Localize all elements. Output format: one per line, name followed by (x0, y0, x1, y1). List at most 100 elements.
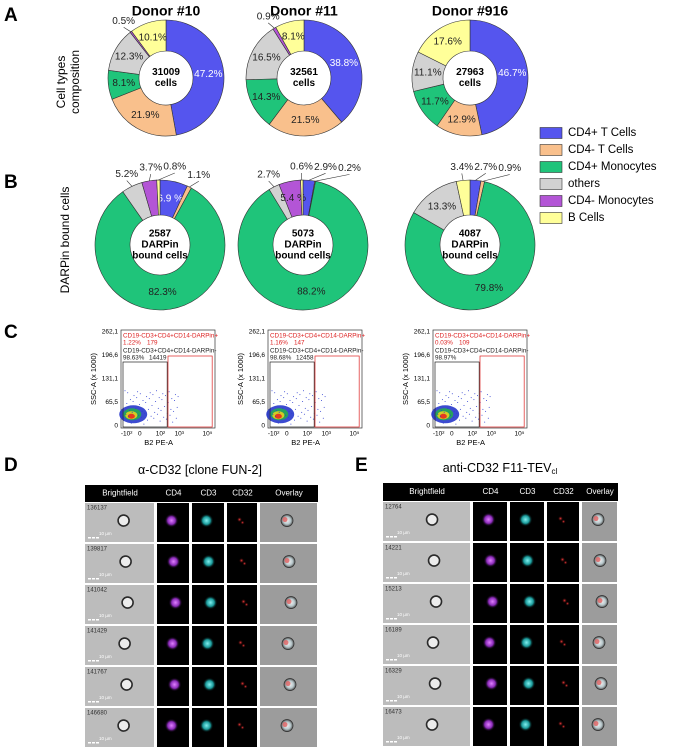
event-dot (459, 408, 461, 410)
cell-overlay-cd32 (593, 516, 599, 522)
event-dot (132, 401, 134, 403)
cell-cd32 (558, 721, 563, 727)
column-header: CD32 (232, 489, 253, 498)
event-dot (322, 417, 324, 419)
event-dot (486, 394, 488, 396)
event-dot (133, 395, 135, 397)
column-header: CD32 (553, 487, 574, 496)
scale-label: 10 µm (99, 572, 112, 577)
event-dot (318, 398, 320, 400)
event-dot (464, 394, 466, 396)
gate-negative (269, 361, 315, 428)
cell-cd4 (164, 718, 179, 733)
event-dot (287, 416, 289, 418)
scale-bar (394, 577, 397, 579)
image-cell (227, 667, 257, 706)
gate-label: CD19-CD3+CD4+CD14-DARPin+ (435, 333, 530, 340)
event-id: 16189 (385, 628, 402, 634)
y-tick-label: 0 (114, 423, 118, 430)
legend-label: CD4+ T Cells (568, 127, 637, 139)
event-dot (170, 408, 172, 410)
cell-brightfield (121, 596, 134, 609)
data-label: 0.6% (290, 162, 313, 173)
event-dot (149, 392, 151, 394)
data-label: 12.3% (115, 52, 143, 63)
gate-label: CD19-CD3+CD4+CD14-DARPin- (270, 348, 363, 355)
y-tick-label: 131,1 (249, 376, 266, 383)
event-id: 141767 (87, 670, 108, 676)
event-dot (134, 418, 136, 420)
event-dot (468, 390, 469, 392)
event-dot (474, 393, 476, 395)
cell-brightfield (425, 513, 439, 526)
center-label: cells (459, 78, 482, 89)
event-dot (274, 392, 276, 394)
data-label: 82.3% (148, 287, 176, 298)
event-dot (462, 415, 464, 417)
data-label: 79.8% (475, 283, 503, 294)
center-label: DARPin (451, 240, 488, 251)
image-cell (383, 666, 470, 705)
scale-bar (88, 619, 91, 621)
column-header: CD4 (165, 489, 182, 498)
event-dot (279, 401, 281, 403)
event-cloud (439, 413, 447, 419)
event-dot (457, 402, 459, 404)
event-dot (489, 396, 491, 398)
x-tick-label: 10⁵ (515, 431, 525, 438)
event-dot (281, 418, 283, 420)
chart-title: Donor #916 (432, 3, 508, 19)
scale-bar (92, 742, 95, 744)
gate-label: 98.63% (123, 355, 145, 362)
data-label: 1.1% (187, 170, 210, 181)
event-dot (130, 422, 132, 424)
cell-cd4 (484, 676, 499, 691)
gate-label: 98.68% (270, 355, 292, 362)
scale-label: 10 µm (397, 735, 410, 740)
row-label: Cell types (54, 56, 68, 109)
data-label: 2.9% (314, 162, 337, 173)
y-axis-label: SSC-A (x 1000) (89, 352, 98, 405)
cell-cd3 (518, 512, 533, 527)
event-dot (469, 407, 471, 409)
center-label: bound cells (275, 251, 331, 262)
cell-cd3 (202, 677, 217, 692)
event-dot (467, 401, 469, 403)
event-id: 16473 (385, 710, 402, 716)
data-label: 47.2% (194, 69, 222, 80)
image-cell (383, 625, 470, 664)
cell-cd4 (168, 595, 183, 610)
y-tick-label: 65,5 (105, 399, 118, 406)
data-label: 5.2% (115, 169, 138, 180)
scale-bar (390, 700, 393, 702)
cell-cd32 (558, 516, 563, 522)
event-dot (485, 410, 487, 412)
event-id: 136137 (87, 506, 108, 512)
y-tick-label: 262,1 (414, 329, 431, 336)
scale-bar (92, 578, 95, 580)
event-dot (450, 403, 452, 405)
scale-label: 10 µm (397, 612, 410, 617)
scale-bar (88, 701, 91, 703)
event-dot (472, 409, 474, 411)
event-dot (145, 402, 147, 404)
event-dot (319, 421, 321, 423)
cell-brightfield (429, 595, 443, 608)
data-label: 21.5% (291, 115, 319, 126)
data-label: 3.4% (450, 162, 473, 173)
x-tick-label: 10³ (487, 431, 497, 438)
scale-bar (386, 700, 389, 702)
data-label: 2.7% (474, 162, 497, 173)
event-dot (157, 407, 159, 409)
event-dot (487, 417, 489, 419)
event-dot (459, 419, 460, 421)
event-dot (280, 395, 282, 397)
event-dot (321, 394, 323, 396)
cell-cd32 (564, 683, 569, 688)
event-dot (450, 414, 451, 416)
data-label: 3.7% (139, 163, 162, 174)
event-dot (172, 421, 174, 423)
x-axis-label: B2 PE-A (144, 438, 173, 447)
legend-swatch (539, 195, 563, 207)
event-id: 16329 (385, 669, 402, 675)
